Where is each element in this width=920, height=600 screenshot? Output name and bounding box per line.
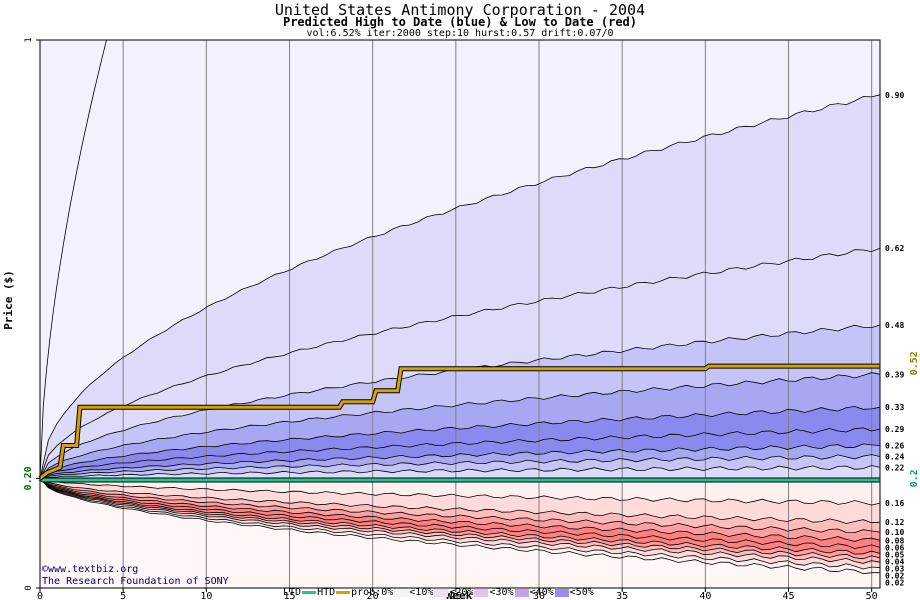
legend-swatch-30	[474, 588, 489, 597]
high-quantile-label: 0.22	[885, 463, 904, 472]
low-quantile-line	[39, 478, 881, 549]
low-band-2	[40, 478, 880, 533]
low-quantile-line	[39, 478, 881, 524]
high-band-7	[40, 443, 880, 479]
legend-p40-label: <40%	[529, 587, 554, 598]
low-quantile-line	[39, 478, 881, 555]
legend-prob-label: prob:0%	[351, 587, 394, 598]
high-quantile-line	[39, 427, 881, 479]
high-band-1	[40, 94, 880, 479]
high-band-8	[40, 454, 880, 479]
low-quantile-label: 0.03	[885, 564, 904, 573]
watermark-url: ©www.textbiz.org	[42, 564, 138, 575]
ltd-line	[39, 477, 880, 482]
high-quantile-label: 0.24	[885, 453, 904, 462]
high-band-0	[40, 40, 880, 479]
x-tick-label: 50	[866, 591, 878, 600]
high-quantile-line	[39, 247, 881, 479]
high-band-5	[40, 406, 880, 479]
high-band-4	[40, 372, 880, 479]
x-tick-label: 0	[37, 591, 43, 600]
x-axis-label: Week	[446, 589, 473, 600]
chart-parameters: vol:6.52% iter:2000 step:10 hurst:0.57 d…	[306, 28, 614, 39]
x-tick-label: 30	[533, 591, 545, 600]
high-quantile-line	[39, 94, 881, 479]
high-band-inner	[40, 465, 880, 479]
high-quantile-label: 0.48	[885, 321, 904, 330]
chart-subtitle: Predicted High to Date (blue) & Low to D…	[282, 15, 637, 29]
high-quantile-label: 0.90	[885, 91, 904, 100]
high-quantile-label: 0.29	[885, 425, 904, 434]
plot-frame	[39, 39, 881, 589]
low-quantile-line	[39, 478, 881, 506]
legend-htd-label: HTD	[317, 587, 336, 598]
htd-line	[39, 364, 880, 480]
x-tick-label: 25	[450, 591, 462, 600]
high-band-6	[40, 427, 880, 479]
y-tick-label: 0	[24, 585, 34, 590]
high-quantile-label: 0.33	[885, 403, 904, 412]
y-axis-label: Price ($)	[2, 270, 15, 330]
max-high-curve	[39, 39, 107, 479]
legend-htd-swatch	[336, 591, 351, 594]
low-band-1	[40, 478, 880, 524]
legend-swatch-40	[514, 588, 529, 597]
high-quantile-line	[39, 443, 881, 479]
legend-ltd-swatch	[302, 591, 317, 594]
high-band-3	[40, 325, 880, 479]
low-quantile-line	[39, 478, 881, 560]
high-quantile-line	[39, 406, 881, 479]
high-quantile-line	[39, 465, 881, 479]
current-price-label: 0.2	[909, 469, 920, 487]
legend-p50-label: <50%	[569, 587, 594, 598]
low-quantile-line	[39, 478, 881, 564]
high-band-2	[40, 248, 880, 479]
x-tick-label: 20	[367, 591, 379, 600]
low-quantile-label: 0.10	[885, 528, 904, 537]
legend-p10-label: <10%	[409, 587, 434, 598]
x-tick-label: 10	[200, 591, 212, 600]
htd-price-label: 0.52	[909, 351, 920, 375]
x-tick-label: 45	[782, 591, 794, 600]
low-quantile-label: 0.05	[885, 550, 904, 559]
high-quantile-label: 0.62	[885, 244, 904, 253]
x-tick-label: 15	[283, 591, 295, 600]
legend: LTD HTD prob:0% <10% <20% <30% <40% <50%	[283, 587, 594, 598]
x-tick-label: 35	[616, 591, 628, 600]
watermark-org: The Research Foundation of SONY	[42, 576, 229, 587]
low-quantile-label: 0.06	[885, 543, 904, 552]
y-tick-label: 0.20	[23, 466, 34, 490]
x-tick-label: 40	[699, 591, 711, 600]
high-quantile-line	[39, 372, 881, 479]
legend-swatch-50	[554, 588, 569, 597]
legend-swatch-20	[434, 588, 449, 597]
legend-p30-label: <30%	[489, 587, 514, 598]
low-quantile-line	[39, 478, 881, 570]
legend-ltd-label: LTD	[283, 587, 302, 598]
low-band-0	[40, 478, 880, 506]
high-quantile-label: 0.26	[885, 442, 904, 451]
low-quantile-label: 0.12	[885, 518, 904, 527]
low-band-5	[40, 478, 880, 555]
y-tick-label: 1	[24, 37, 34, 42]
low-quantile-label: 0.02	[885, 571, 904, 580]
low-quantile-line	[39, 478, 881, 542]
low-quantile-label: 0.16	[885, 499, 904, 508]
low-band-outer	[40, 478, 880, 588]
high-quantile-line	[39, 454, 881, 479]
low-quantile-line	[39, 478, 880, 575]
low-quantile-line	[39, 478, 881, 534]
low-quantile-label: 0.08	[885, 536, 904, 545]
legend-swatch-10	[394, 588, 409, 597]
low-quantile-label: 0.04	[885, 557, 904, 566]
low-band-4	[40, 478, 880, 549]
chart-title: United States Antimony Corporation - 200…	[274, 1, 646, 19]
legend-p20-label: <20%	[449, 587, 474, 598]
x-tick-label: 5	[120, 591, 126, 600]
high-quantile-label: 0.39	[885, 370, 904, 379]
low-quantile-label: 0.02	[885, 578, 904, 587]
